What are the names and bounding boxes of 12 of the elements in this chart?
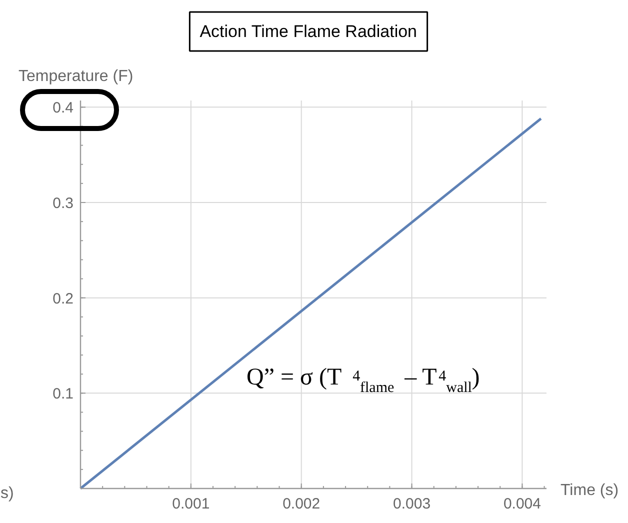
x-tick-label: 0.002: [282, 496, 320, 512]
y-tick-label: 0.3: [52, 195, 74, 212]
x-axis-title: Time (s): [560, 482, 619, 499]
chart-title: Action Time Flame Radiation: [200, 22, 418, 41]
x-tick-label: 0.001: [172, 496, 210, 512]
x-tick-label: 0.004: [503, 496, 541, 512]
y-tick-label: 0.4: [52, 100, 74, 117]
y-tick-label: 0.2: [52, 290, 74, 308]
y-axis-title: Temperature (F): [18, 68, 134, 85]
text: s): [0, 485, 14, 502]
y-tick-label: 0.1: [52, 386, 74, 403]
x-tick-label: 0.003: [393, 496, 431, 512]
